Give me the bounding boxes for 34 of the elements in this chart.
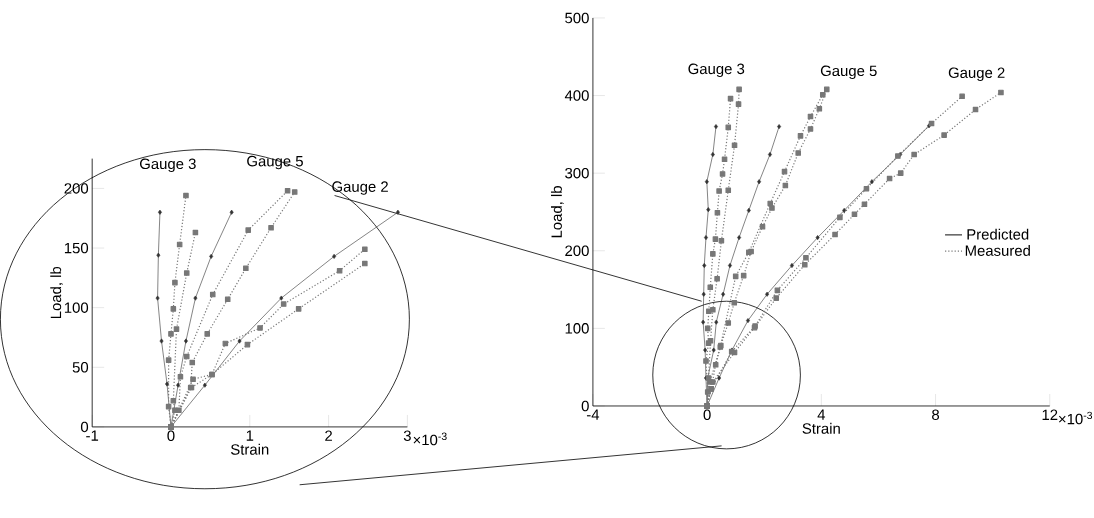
text: ×10$^{-3}$ (1058, 411, 1093, 425)
x-axis-title: Strain (230, 443, 269, 455)
y-axis-title: Load, lb (50, 267, 63, 319)
annotation: Gauge 5 (820, 65, 877, 80)
y-tick-label: 100 (64, 302, 89, 314)
legend-label: Measured (965, 245, 1030, 257)
y-tick-label: 100 (565, 323, 589, 334)
x-tick-label: 8 (932, 409, 940, 421)
text: ×10$^{-3}$ (413, 432, 447, 446)
y-tick-label: 300 (565, 168, 589, 179)
x-tick-label: 12 (1042, 409, 1058, 421)
y-tick-label: 0 (80, 421, 89, 433)
y-tick-label: 0 (581, 400, 589, 412)
x-tick-label: -4 (586, 409, 600, 420)
x-tick-label: 2 (325, 430, 332, 441)
x-axis-title: Strain (802, 423, 840, 434)
annotation: Gauge 5 (247, 156, 303, 170)
x-tick-label: 0 (167, 430, 175, 442)
annotation: Gauge 2 (332, 181, 388, 196)
legend-label: Predicted (967, 228, 1029, 240)
x-tick-label: 1 (246, 430, 254, 441)
annotation: Gauge 2 (948, 67, 1005, 82)
annotation: Gauge 3 (688, 63, 745, 78)
y-tick-label: 200 (565, 245, 589, 257)
x-tick-label: 0 (703, 409, 711, 421)
y-axis-title: Load, lb (550, 186, 564, 238)
x-tick-label: 3 (403, 430, 411, 442)
x-tick-label: -1 (86, 430, 99, 441)
annotation: Gauge 3 (139, 158, 196, 173)
x-tick-label: 4 (817, 409, 826, 420)
y-tick-label: 150 (64, 242, 89, 254)
y-tick-label: 50 (72, 362, 89, 373)
y-tick-label: 400 (564, 90, 589, 101)
y-tick-label: 500 (565, 12, 589, 24)
